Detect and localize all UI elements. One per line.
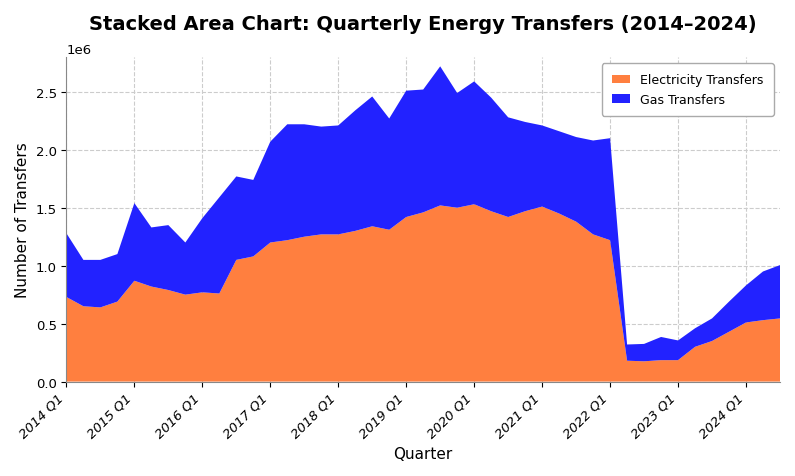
Title: Stacked Area Chart: Quarterly Energy Transfers (2014–2024): Stacked Area Chart: Quarterly Energy Tra… [89, 15, 757, 34]
Y-axis label: Number of Transfers: Number of Transfers [15, 142, 30, 298]
X-axis label: Quarter: Quarter [394, 446, 453, 461]
Legend: Electricity Transfers, Gas Transfers: Electricity Transfers, Gas Transfers [602, 64, 774, 116]
